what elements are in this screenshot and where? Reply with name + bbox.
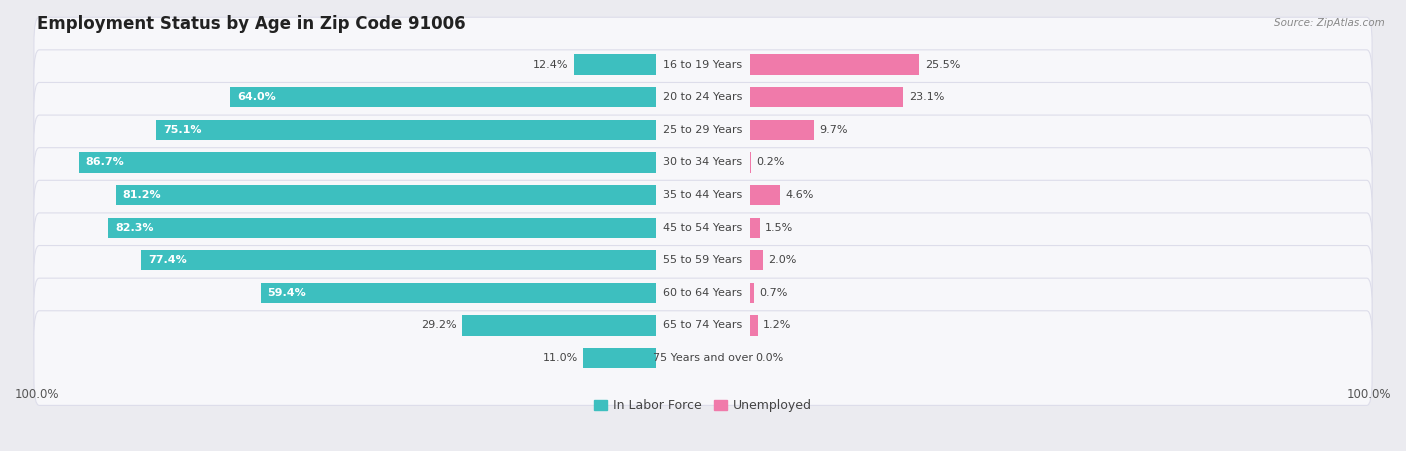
Text: 25.5%: 25.5% (925, 60, 960, 69)
Text: Employment Status by Age in Zip Code 91006: Employment Status by Age in Zip Code 910… (37, 15, 465, 33)
FancyBboxPatch shape (34, 180, 1372, 275)
Text: 82.3%: 82.3% (115, 223, 153, 233)
Bar (749, 120, 814, 140)
Text: 0.7%: 0.7% (759, 288, 787, 298)
FancyBboxPatch shape (34, 115, 1372, 210)
Bar (749, 315, 758, 336)
Text: 55 to 59 Years: 55 to 59 Years (664, 255, 742, 265)
Text: 23.1%: 23.1% (908, 92, 943, 102)
FancyBboxPatch shape (34, 147, 1372, 242)
Text: 65 to 74 Years: 65 to 74 Years (664, 321, 742, 331)
Text: 30 to 34 Years: 30 to 34 Years (664, 157, 742, 167)
Bar (749, 283, 754, 303)
Text: 77.4%: 77.4% (148, 255, 187, 265)
Bar (749, 87, 904, 107)
Bar (463, 315, 657, 336)
FancyBboxPatch shape (34, 278, 1372, 373)
FancyBboxPatch shape (34, 213, 1372, 308)
FancyBboxPatch shape (34, 17, 1372, 112)
Bar (749, 185, 780, 205)
Text: 0.2%: 0.2% (756, 157, 785, 167)
Text: 59.4%: 59.4% (267, 288, 307, 298)
Text: 1.5%: 1.5% (765, 223, 793, 233)
Bar (262, 283, 657, 303)
Bar (79, 152, 657, 173)
Text: Source: ZipAtlas.com: Source: ZipAtlas.com (1274, 18, 1385, 28)
Bar (574, 55, 657, 75)
Bar (141, 250, 657, 270)
Text: 0.0%: 0.0% (755, 353, 783, 363)
Text: 75.1%: 75.1% (163, 125, 201, 135)
Text: 4.6%: 4.6% (786, 190, 814, 200)
FancyBboxPatch shape (34, 245, 1372, 340)
Bar (231, 87, 657, 107)
Text: 45 to 54 Years: 45 to 54 Years (664, 223, 742, 233)
Text: 60 to 64 Years: 60 to 64 Years (664, 288, 742, 298)
Text: 11.0%: 11.0% (543, 353, 578, 363)
FancyBboxPatch shape (34, 50, 1372, 144)
Bar (156, 120, 657, 140)
Text: 16 to 19 Years: 16 to 19 Years (664, 60, 742, 69)
FancyBboxPatch shape (34, 83, 1372, 177)
Text: 75 Years and over: 75 Years and over (652, 353, 754, 363)
Text: 64.0%: 64.0% (238, 92, 276, 102)
FancyBboxPatch shape (34, 311, 1372, 405)
Text: 25 to 29 Years: 25 to 29 Years (664, 125, 742, 135)
Text: 35 to 44 Years: 35 to 44 Years (664, 190, 742, 200)
Text: 20 to 24 Years: 20 to 24 Years (664, 92, 742, 102)
Text: 81.2%: 81.2% (122, 190, 162, 200)
Text: 2.0%: 2.0% (768, 255, 797, 265)
Bar (749, 55, 920, 75)
Text: 86.7%: 86.7% (86, 157, 125, 167)
Bar (115, 185, 657, 205)
Legend: In Labor Force, Unemployed: In Labor Force, Unemployed (589, 394, 817, 417)
Text: 29.2%: 29.2% (420, 321, 457, 331)
Bar (749, 217, 759, 238)
Bar (583, 348, 657, 368)
Bar (749, 250, 763, 270)
Text: 9.7%: 9.7% (820, 125, 848, 135)
Text: 1.2%: 1.2% (763, 321, 792, 331)
Text: 12.4%: 12.4% (533, 60, 568, 69)
Bar (108, 217, 657, 238)
